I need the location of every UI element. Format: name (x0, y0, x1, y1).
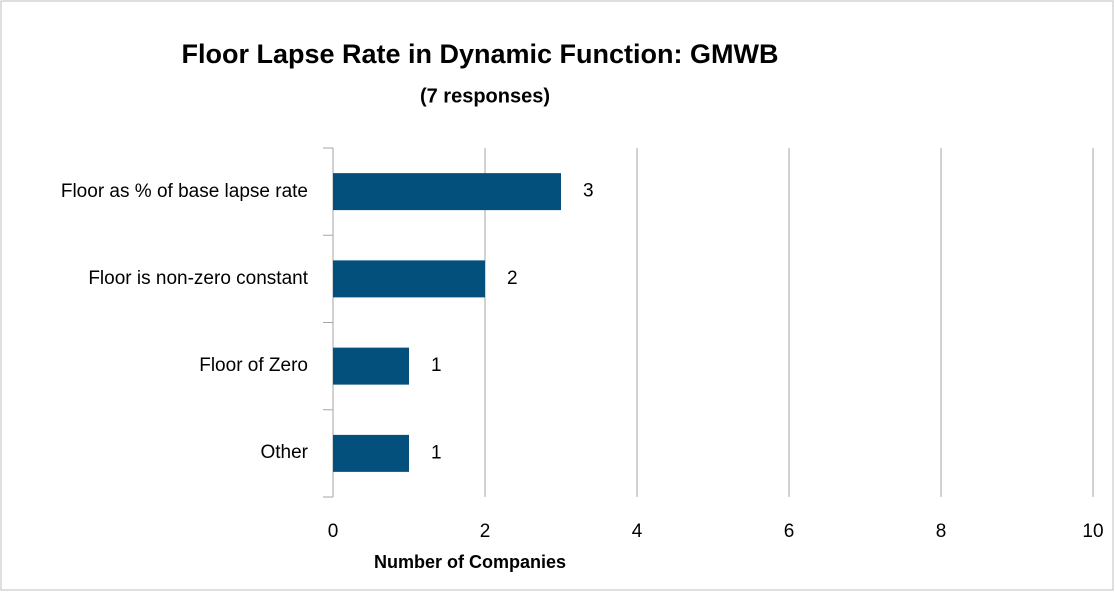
x-tick-label: 6 (784, 521, 795, 542)
chart-subtitle: (7 responses) (420, 85, 550, 107)
data-label: 1 (431, 355, 442, 376)
chart-title: Floor Lapse Rate in Dynamic Function: GM… (181, 39, 778, 69)
x-tick-label: 0 (328, 521, 339, 542)
x-tick-label: 2 (480, 521, 491, 542)
x-tick-label: 4 (632, 521, 643, 542)
y-tick-label: Floor as % of base lapse rate (60, 180, 308, 202)
y-tick-label: Floor of Zero (199, 355, 308, 377)
bar (333, 260, 485, 298)
x-tick-label: 8 (936, 521, 947, 542)
data-label: 3 (583, 181, 594, 202)
data-label: 1 (431, 442, 442, 463)
y-tick-label: Floor is non-zero constant (88, 267, 308, 289)
y-tick-label: Other (260, 442, 308, 464)
bar (333, 434, 409, 472)
bar (333, 347, 409, 385)
bar (333, 173, 561, 211)
x-tick-label: 10 (1082, 521, 1103, 542)
data-label: 2 (507, 268, 518, 289)
x-axis-label: Number of Companies (374, 552, 566, 572)
